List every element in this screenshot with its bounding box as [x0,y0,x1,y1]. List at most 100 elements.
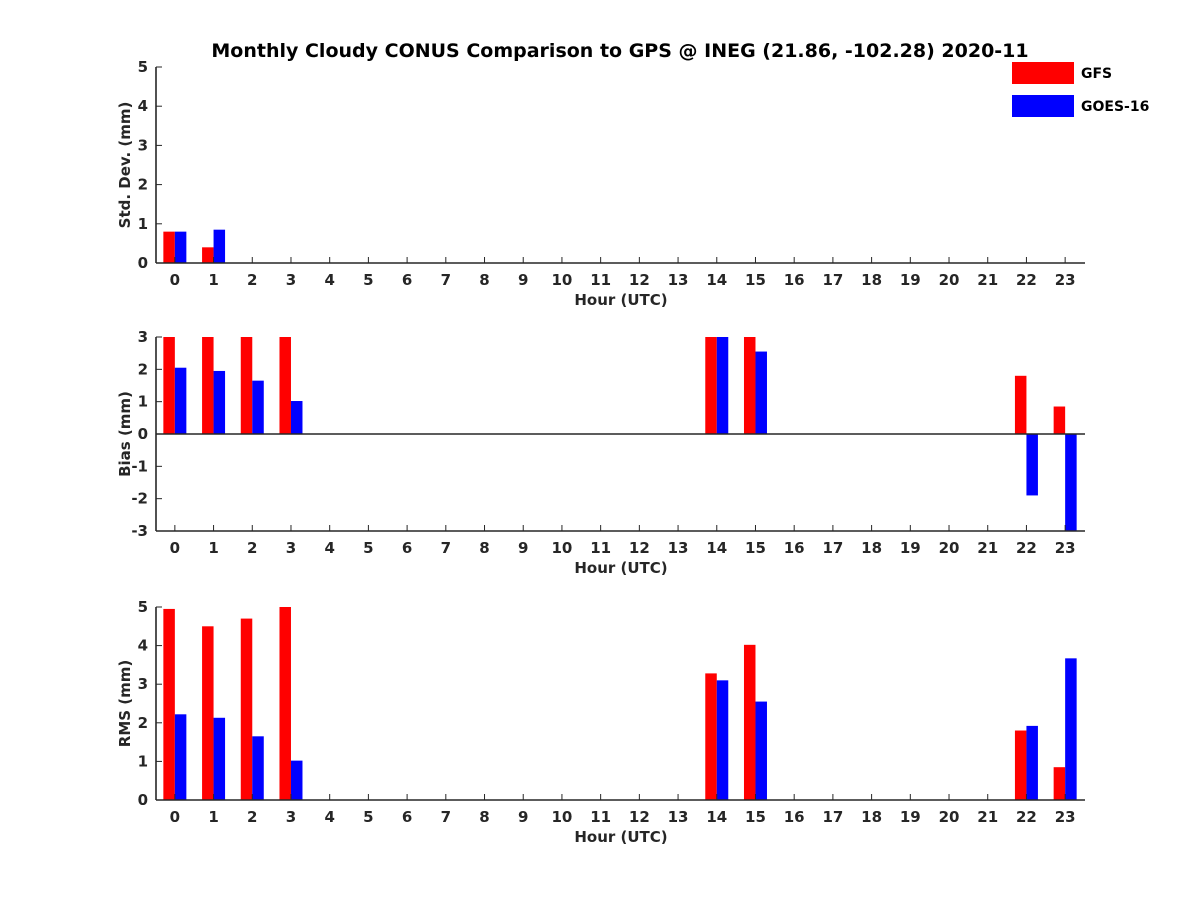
bar-goes16-panel3-h2 [252,736,264,800]
bar-gfs-panel3-h23 [1053,767,1066,800]
x-tick-label: 18 [861,539,882,557]
bar-goes16-panel1-h0 [174,231,187,263]
x-tick-label: 21 [977,808,998,826]
x-tick-label: 15 [745,808,766,826]
x-tick-label: 4 [324,808,334,826]
y-tick-label: 0 [138,254,148,272]
bar-goes16-panel3-h15 [755,701,767,800]
y-tick-label: -2 [131,490,148,508]
y-tick-label: 2 [138,714,148,732]
bar-gfs-panel1-h1 [202,247,214,263]
bar-gfs-panel3-h2 [240,618,253,800]
bar-gfs-panel3-h15 [743,644,756,800]
x-tick-label: 22 [1016,539,1037,557]
y-tick-label: 1 [138,215,148,233]
x-tick-label: 11 [590,539,611,557]
y-tick-label: -1 [131,457,148,475]
x-tick-label: 3 [286,271,296,289]
bar-gfs-panel3-h1 [202,626,214,800]
x-tick-label: 8 [479,808,489,826]
x-tick-label: 12 [629,539,650,557]
x-tick-label: 16 [784,808,805,826]
bar-gfs-panel3-h3 [279,607,291,800]
x-tick-label: 13 [668,539,689,557]
x-tick-label: 8 [479,271,489,289]
x-tick-label: 19 [900,271,921,289]
x-tick-label: 10 [552,271,573,289]
legend: GFS GOES-16 [1012,62,1149,117]
y-tick-label: 1 [138,752,148,770]
x-tick-label: 17 [822,808,843,826]
x-tick-label: 5 [363,271,373,289]
x-tick-label: 4 [324,271,334,289]
y-tick-label: 5 [138,58,148,76]
y-tick-label: 4 [138,97,148,115]
legend-swatch-gfs [1012,62,1074,84]
x-tick-label: 17 [822,271,843,289]
x-tick-label: 9 [518,539,528,557]
x-tick-label: 23 [1055,271,1076,289]
x-tick-label: 6 [402,271,412,289]
x-tick-label: 4 [324,539,334,557]
bar-goes16-panel2-h22 [1026,434,1038,496]
y-tick-label: 4 [138,637,148,655]
bar-goes16-panel1-h1 [213,229,226,263]
x-tick-label: 20 [939,808,960,826]
x-tick-label: 18 [861,271,882,289]
x-tick-label: 13 [668,271,689,289]
bar-goes16-panel2-h1 [213,370,226,434]
x-tick-label: 18 [861,808,882,826]
x-tick-label: 1 [208,539,218,557]
y-tick-label: 3 [138,675,148,693]
bar-gfs-panel2-h3 [279,337,291,434]
bar-gfs-panel2-h0 [163,337,175,434]
bar-gfs-panel2-h22 [1014,375,1027,434]
y-tick-label: 2 [138,176,148,194]
bar-goes16-panel2-h14 [716,337,729,434]
chart-title: Monthly Cloudy CONUS Comparison to GPS @… [211,40,1028,62]
bar-gfs-panel3-h22 [1014,730,1027,800]
x-tick-label: 23 [1055,808,1076,826]
bar-gfs-panel2-h1 [202,337,214,434]
x-tick-label: 16 [784,539,805,557]
x-tick-label: 20 [939,539,960,557]
x-tick-label: 0 [170,539,180,557]
legend-label-gfs: GFS [1081,66,1112,82]
bar-gfs-panel1-h0 [163,231,175,263]
y-axis-label: Bias (mm) [116,391,134,477]
y-tick-label: 3 [138,328,148,346]
y-tick-label: 5 [138,598,148,616]
x-tick-label: 7 [441,271,451,289]
x-tick-label: 0 [170,808,180,826]
x-tick-label: 12 [629,808,650,826]
x-tick-label: 14 [706,271,727,289]
bar-gfs-panel3-h14 [705,673,717,800]
x-tick-label: 22 [1016,808,1037,826]
legend-label-goes16: GOES-16 [1081,99,1149,115]
legend-swatch-goes16 [1012,95,1074,117]
bar-goes16-panel3-h14 [716,680,729,800]
y-tick-label: 0 [138,425,148,443]
x-axis-label: Hour (UTC) [574,828,667,846]
bar-gfs-panel3-h0 [163,608,175,800]
bar-goes16-panel2-h15 [755,351,767,434]
x-tick-label: 14 [706,808,727,826]
bar-goes16-panel3-h22 [1026,725,1038,800]
bar-goes16-panel2-h2 [252,380,264,434]
bar-goes16-panel3-h0 [174,714,187,800]
bar-gfs-panel2-h15 [743,337,756,434]
y-axis-label: Std. Dev. (mm) [116,102,134,229]
bar-goes16-panel2-h0 [174,367,187,434]
x-tick-label: 10 [552,808,573,826]
y-tick-label: 2 [138,360,148,378]
x-tick-label: 8 [479,539,489,557]
bar-goes16-panel2-h23 [1065,434,1077,531]
x-tick-label: 3 [286,808,296,826]
x-tick-label: 14 [706,539,727,557]
bar-gfs-panel2-h23 [1053,406,1066,434]
x-tick-label: 21 [977,271,998,289]
x-tick-label: 10 [552,539,573,557]
